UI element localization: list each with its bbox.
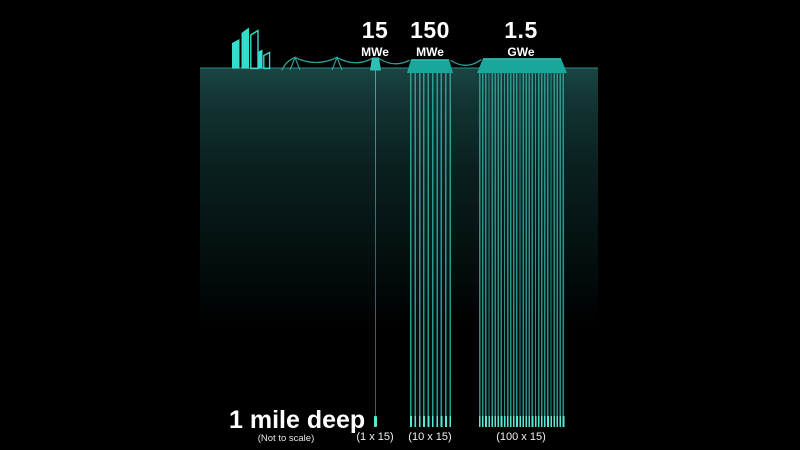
config-label-1x15: (1 x 15) bbox=[356, 431, 394, 443]
capacity-unit: GWe bbox=[507, 45, 535, 59]
capacity-value: 150 bbox=[410, 17, 450, 43]
wellcap-100x bbox=[477, 58, 567, 73]
capacity-label-1-5gwe: 1.5 GWe bbox=[504, 17, 538, 59]
borehole-tips-10x bbox=[410, 416, 451, 427]
capacity-label-15mwe: 15 MWe bbox=[361, 17, 389, 59]
wellhead-single bbox=[370, 57, 381, 71]
borehole-lines-10x bbox=[410, 72, 451, 427]
capacity-unit: MWe bbox=[416, 45, 444, 59]
capacity-value: 1.5 bbox=[504, 17, 538, 43]
scale-note: (Not to scale) bbox=[257, 433, 315, 444]
capacity-unit: MWe bbox=[361, 45, 389, 59]
surface-line bbox=[200, 67, 598, 69]
borehole-lines-100x bbox=[479, 72, 565, 427]
wellcap-10x bbox=[407, 59, 453, 73]
depth-label: 1 mile deep bbox=[229, 406, 366, 434]
config-label-10x15: (10 x 15) bbox=[408, 431, 452, 443]
power-wires bbox=[281, 56, 482, 71]
borehole-line-single bbox=[374, 70, 377, 416]
city-skyline-icon bbox=[232, 27, 271, 70]
borehole-tips-100x bbox=[479, 416, 565, 427]
config-label-100x15: (100 x 15) bbox=[496, 431, 546, 443]
borehole-tip-single bbox=[374, 416, 377, 427]
capacity-label-150mwe: 150 MWe bbox=[410, 17, 450, 59]
capacity-value: 15 bbox=[361, 17, 389, 43]
